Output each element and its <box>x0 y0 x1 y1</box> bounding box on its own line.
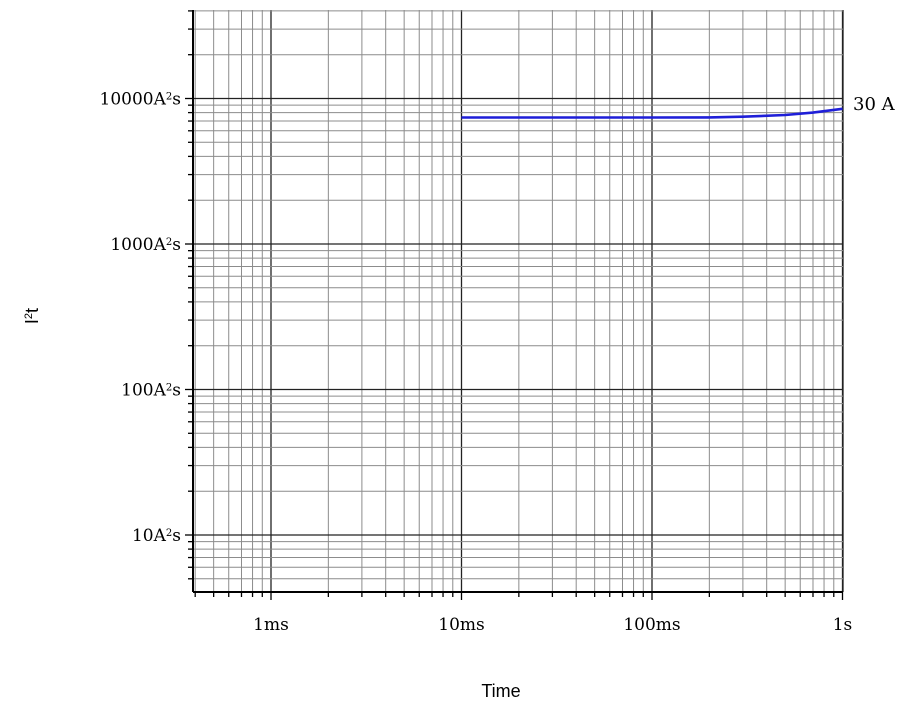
series: 30 A <box>461 94 896 119</box>
y-tick-label: 1000A2s <box>110 235 181 255</box>
grid-lines <box>193 10 844 592</box>
axes <box>192 10 843 593</box>
x-tick-label: 100ms <box>623 615 680 635</box>
tick-marks <box>185 10 844 600</box>
y-tick-label: 10A2s <box>132 526 181 546</box>
tick-labels: 1ms 10ms 100ms 1s 10000A2s 1000A2s 100A2s 10A2s <box>100 90 853 636</box>
y-axis-label: I2t <box>22 308 42 324</box>
y-tick-label: 10000A2s <box>100 90 181 110</box>
series-label: 30 A <box>853 94 896 115</box>
x-tick-label: 1s <box>833 615 853 635</box>
series-line-30A <box>461 107 843 119</box>
x-tick-label: 10ms <box>438 615 484 635</box>
x-axis-label: Time <box>481 681 520 701</box>
x-tick-label: 1ms <box>253 615 289 635</box>
y-tick-label: 100A2s <box>121 381 181 401</box>
